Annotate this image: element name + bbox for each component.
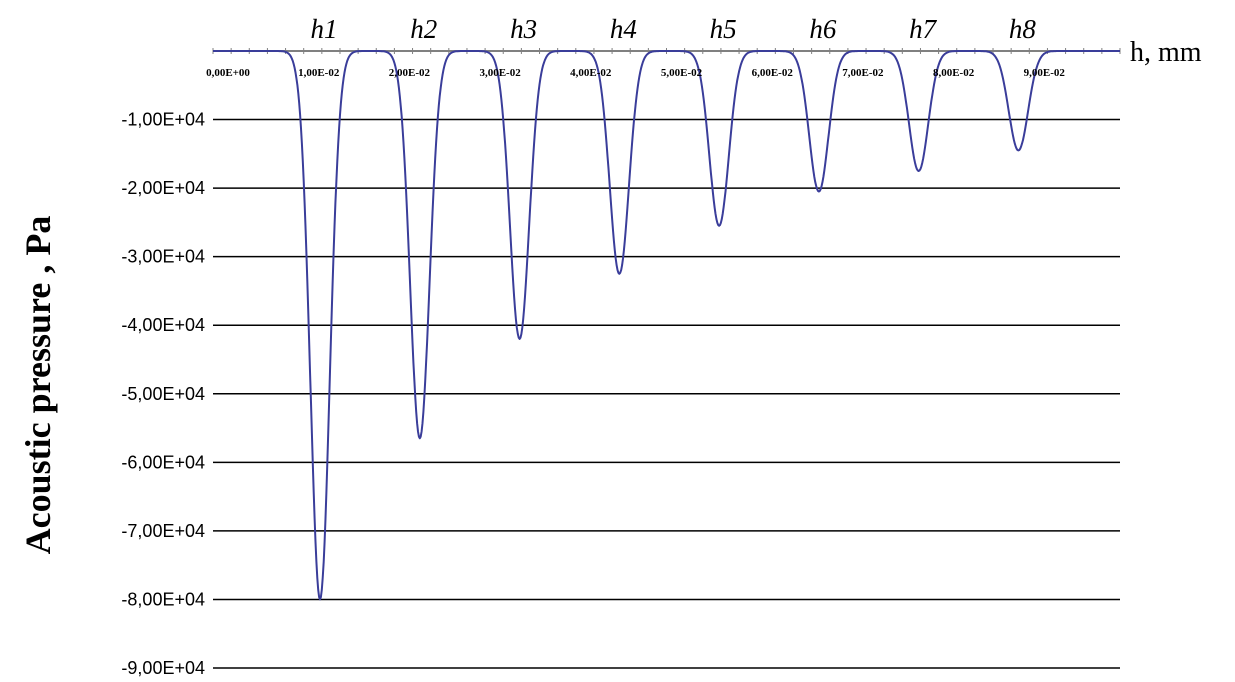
- x-tick-label: 4,00E-02: [570, 67, 612, 79]
- peak-label: h4: [610, 14, 637, 44]
- pressure-series-line: [212, 50, 1121, 601]
- y-tick-label: -3,00E+04: [121, 247, 205, 267]
- x-tick-label: 1,00E-02: [298, 67, 340, 79]
- grid-lines: [213, 118, 1120, 669]
- x-tick-label: 6,00E-02: [752, 67, 794, 79]
- peak-label: h2: [410, 14, 437, 44]
- y-tick-label: -5,00E+04: [121, 384, 205, 404]
- peak-label: h7: [909, 14, 938, 44]
- y-tick-label: -8,00E+04: [121, 589, 205, 609]
- y-tick-label: -4,00E+04: [121, 315, 205, 335]
- y-tick-label: -2,00E+04: [121, 178, 205, 198]
- peak-label: h8: [1009, 14, 1037, 44]
- y-tick-label: -7,00E+04: [121, 521, 205, 541]
- x-tick-label: 3,00E-02: [479, 67, 521, 79]
- peak-label: h3: [510, 14, 537, 44]
- peak-label: h5: [710, 14, 737, 44]
- x-tick-label: 7,00E-02: [842, 67, 884, 79]
- x-tick-label: 2,00E-02: [389, 67, 431, 79]
- y-tick-label: -1,00E+04: [121, 110, 205, 130]
- y-tick-label: -6,00E+04: [121, 452, 205, 472]
- x-tick-label: 8,00E-02: [933, 67, 975, 79]
- y-tick-label: -9,00E+04: [121, 658, 205, 678]
- x-tick-label: 9,00E-02: [1024, 67, 1066, 79]
- peak-label: h1: [311, 14, 338, 44]
- peak-label: h6: [809, 14, 837, 44]
- x-axis-label: h, mm: [1130, 37, 1202, 68]
- y-axis-label: Acoustic pressure , Pa: [18, 216, 58, 555]
- x-tick-labels: 0,00E+00 1,00E-02 2,00E-02 3,00E-02 4,00E-02…: [206, 67, 1065, 79]
- x-tick-label: 0,00E+00: [206, 67, 250, 79]
- x-tick-label: 5,00E-02: [661, 67, 703, 79]
- y-tick-labels: -1,00E+04 -2,00E+04 -3,00E+04 -4,00E+04 -5,0…: [121, 110, 205, 678]
- peak-labels: h1 h2 h3 h4 h5 h6 h7 h8: [311, 14, 1037, 44]
